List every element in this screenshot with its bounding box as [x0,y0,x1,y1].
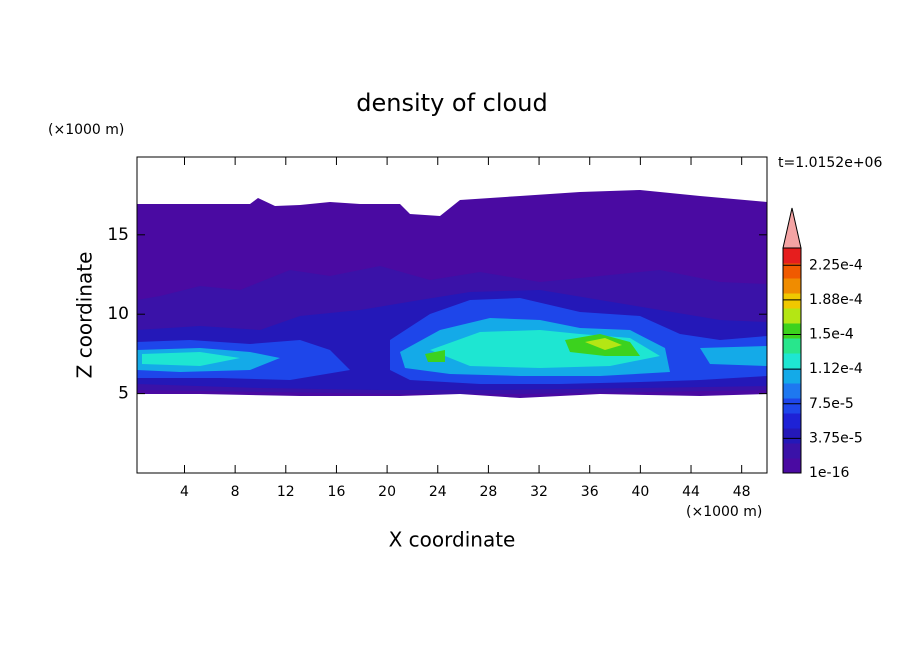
colorbar-band [783,413,801,429]
colorbar-band [783,368,801,384]
x-tick-label: 12 [277,484,295,500]
colorbar-label: 1.12e-4 [809,361,863,377]
colorbar-label: 2.25e-4 [809,257,863,273]
x-tick-label: 40 [631,484,649,500]
colorbar-band [783,443,801,459]
x-tick-label: 24 [429,484,447,500]
x-tick-label: 8 [231,484,240,500]
chart-title: density of cloud [356,89,547,117]
x-tick-label: 20 [378,484,396,500]
y-unit: (×1000 m) [48,122,124,138]
time-label: t=1.0152e+06 [778,155,882,171]
x-tick-label: 44 [682,484,700,500]
colorbar-label: 1.5e-4 [809,327,854,343]
y-axis-label: Z coordinate [73,252,97,379]
colorbar-band [783,458,801,474]
x-tick-label: 28 [479,484,497,500]
contour-region [585,338,622,350]
x-tick-label: 4 [180,484,189,500]
contour-region [425,334,640,362]
contour-field [137,190,767,398]
y-tick-label: 15 [107,225,129,245]
colorbar-band [783,293,801,309]
colorbar-label: 7.5e-5 [809,396,854,412]
colorbar-band [783,428,801,444]
x-tick-label: 32 [530,484,548,500]
x-axis-label: X coordinate [389,528,516,552]
x-tick-label: 16 [328,484,346,500]
colorbar-band [783,323,801,339]
colorbar-label: 1e-16 [809,465,849,481]
x-unit: (×1000 m) [686,504,762,520]
colorbar-band [783,383,801,399]
colorbar-band [783,353,801,369]
colorbar-band [783,248,801,264]
plot-frame [136,156,768,474]
x-tick-label: 48 [733,484,751,500]
y-tick-label: 5 [118,384,129,404]
contour-region [142,330,660,368]
colorbar-band [783,308,801,324]
x-tick-label: 36 [581,484,599,500]
colorbar-over [782,207,802,249]
colorbar-band [783,263,801,279]
colorbar-band [783,338,801,354]
colorbar-band [783,278,801,294]
y-tick-label: 10 [107,304,129,324]
colorbar-label: 3.75e-5 [809,430,863,446]
colorbar-label: 1.88e-4 [809,292,863,308]
colorbar-band [783,398,801,414]
